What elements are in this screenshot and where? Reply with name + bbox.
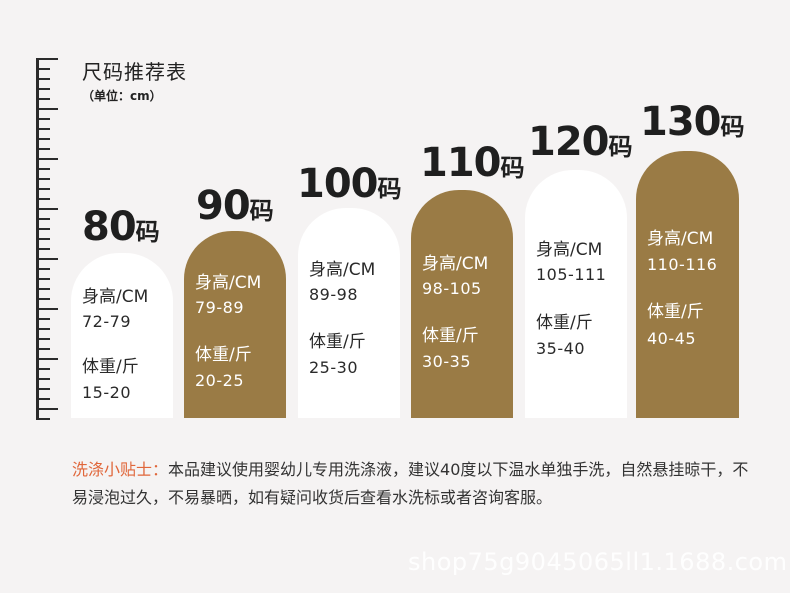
height-value: 79-89 — [195, 298, 244, 317]
ruler-tick — [36, 148, 50, 150]
ruler-tick — [36, 138, 50, 140]
weight-value: 30-35 — [422, 352, 471, 371]
tips-text: 本品建议使用婴幼儿专用洗涤液，建议40度以下温水单独手洗，自然悬挂晾干，不易浸泡… — [72, 460, 749, 507]
height-value: 105-111 — [536, 265, 607, 284]
weight-label: 体重/斤 — [536, 313, 593, 333]
ruler-tick — [36, 298, 50, 300]
size-number: 80 — [82, 204, 137, 250]
height-label: 身高/CM — [647, 229, 714, 249]
size-label-90: 90码 — [196, 186, 274, 226]
ruler-tick — [36, 68, 50, 70]
ruler-tick — [36, 58, 58, 60]
size-label-80: 80码 — [82, 207, 160, 247]
ruler-tick — [36, 368, 50, 370]
ruler-tick — [36, 418, 50, 420]
height-value: 110-116 — [647, 255, 718, 274]
page-title: 尺码推荐表 — [82, 60, 187, 84]
size-card-90: 身高/CM 79-89 体重/斤 20-25 — [184, 231, 286, 418]
ruler-tick — [36, 198, 50, 200]
shop-watermark: shop75g9045065ll1.1688.com — [408, 548, 788, 576]
ruler-tick — [36, 188, 50, 190]
ruler-tick — [36, 118, 50, 120]
weight-value: 20-25 — [195, 371, 244, 390]
weight-label: 体重/斤 — [422, 326, 479, 346]
ruler-tick — [36, 178, 50, 180]
ruler-tick — [36, 408, 58, 410]
ruler-tick — [36, 388, 50, 390]
ruler-tick — [36, 318, 50, 320]
size-number: 120 — [528, 119, 609, 165]
size-unit: 码 — [377, 175, 402, 203]
size-card-80: 身高/CM 72-79 体重/斤 15-20 — [71, 253, 173, 418]
size-number: 90 — [196, 183, 251, 229]
size-label-100: 100码 — [297, 164, 402, 204]
ruler-tick — [36, 288, 50, 290]
weight-value: 35-40 — [536, 339, 585, 358]
height-label: 身高/CM — [195, 273, 262, 293]
size-card-120: 身高/CM 105-111 体重/斤 35-40 — [525, 170, 627, 418]
ruler-tick — [36, 378, 50, 380]
ruler-tick — [36, 328, 50, 330]
ruler-tick — [36, 218, 50, 220]
size-unit: 码 — [249, 197, 274, 225]
ruler-tick — [36, 108, 58, 110]
size-card-110: 身高/CM 98-105 体重/斤 30-35 — [411, 190, 513, 418]
size-label-110: 110码 — [420, 143, 525, 183]
ruler-tick — [36, 208, 58, 210]
ruler-tick — [36, 348, 50, 350]
ruler-tick — [36, 398, 50, 400]
ruler-tick — [36, 88, 50, 90]
weight-value: 40-45 — [647, 329, 696, 348]
ruler-tick — [36, 128, 50, 130]
size-label-120: 120码 — [528, 122, 633, 162]
weight-label: 体重/斤 — [647, 302, 704, 322]
height-value: 72-79 — [82, 312, 131, 331]
ruler-tick — [36, 258, 58, 260]
ruler-decoration — [36, 58, 60, 420]
ruler-tick — [36, 358, 58, 360]
ruler-tick — [36, 268, 50, 270]
ruler-tick — [36, 308, 58, 310]
size-unit: 码 — [500, 154, 525, 182]
size-unit: 码 — [720, 113, 745, 141]
height-label: 身高/CM — [82, 287, 149, 307]
weight-value: 25-30 — [309, 358, 358, 377]
size-unit: 码 — [608, 133, 633, 161]
ruler-tick — [36, 338, 50, 340]
weight-label: 体重/斤 — [195, 345, 252, 365]
ruler-tick — [36, 228, 50, 230]
size-number: 130 — [640, 99, 721, 145]
ruler-tick — [36, 98, 50, 100]
washing-tips: 洗涤小贴士：本品建议使用婴幼儿专用洗涤液，建议40度以下温水单独手洗，自然悬挂晾… — [72, 456, 752, 512]
size-card-100: 身高/CM 89-98 体重/斤 25-30 — [298, 208, 400, 418]
ruler-tick — [36, 78, 50, 80]
ruler-tick — [36, 278, 50, 280]
height-value: 98-105 — [422, 279, 482, 298]
height-label: 身高/CM — [309, 260, 376, 280]
size-label-130: 130码 — [640, 102, 745, 142]
height-value: 89-98 — [309, 285, 358, 304]
size-unit: 码 — [135, 218, 160, 246]
ruler-tick — [36, 248, 50, 250]
height-label: 身高/CM — [422, 254, 489, 274]
size-number: 110 — [420, 140, 501, 186]
tips-label: 洗涤小贴士： — [72, 460, 169, 479]
size-card-130: 身高/CM 110-116 体重/斤 40-45 — [636, 151, 739, 418]
size-number: 100 — [297, 161, 378, 207]
ruler-tick — [36, 238, 50, 240]
weight-label: 体重/斤 — [309, 332, 366, 352]
unit-note: （单位：cm） — [82, 89, 162, 103]
ruler-tick — [36, 158, 58, 160]
weight-value: 15-20 — [82, 383, 131, 402]
weight-label: 体重/斤 — [82, 357, 139, 377]
ruler-tick — [36, 168, 50, 170]
height-label: 身高/CM — [536, 240, 603, 260]
